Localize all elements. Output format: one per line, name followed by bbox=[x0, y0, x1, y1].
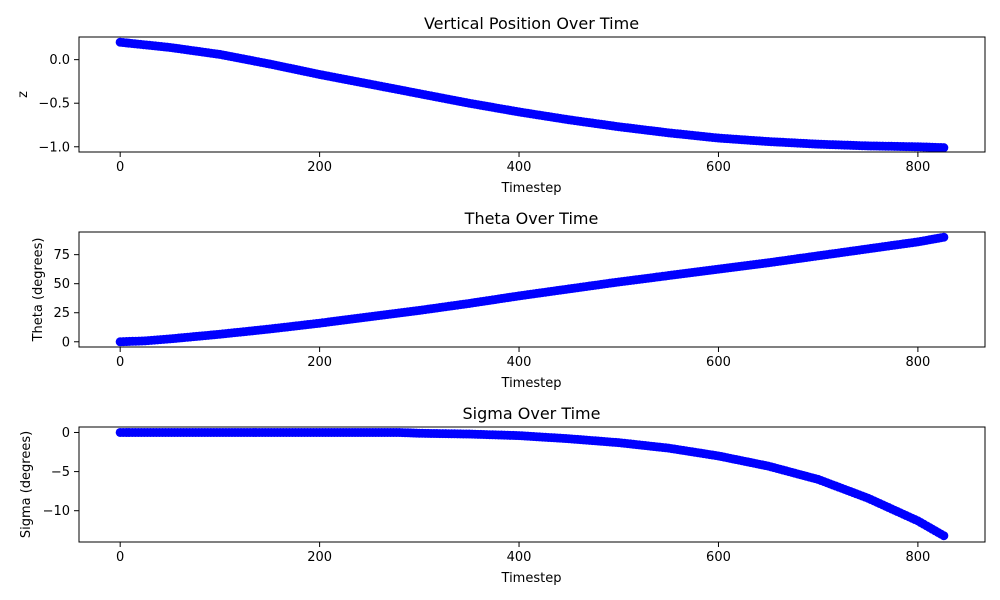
x-tick-label: 600 bbox=[706, 160, 731, 175]
y-tick-label: −1.0 bbox=[38, 140, 70, 155]
axes-frame bbox=[78, 36, 986, 153]
data-point bbox=[939, 232, 949, 242]
subplot-sigma: Sigma Over Time Timestep Sigma (degrees)… bbox=[19, 404, 986, 586]
data-point bbox=[939, 531, 949, 541]
x-axis-label: Timestep bbox=[501, 376, 562, 391]
y-tick-label: 50 bbox=[53, 277, 70, 292]
plot-area: 0 200 400 600 800 0 25 50 75 bbox=[53, 231, 986, 370]
y-axis-label: Theta (degrees) bbox=[31, 238, 46, 343]
chart-title: Sigma Over Time bbox=[463, 404, 601, 423]
x-tick-label: 0 bbox=[116, 550, 124, 565]
chart-title: Theta Over Time bbox=[464, 209, 599, 228]
y-tick-label: 25 bbox=[53, 306, 70, 321]
x-tick-label: 600 bbox=[706, 355, 731, 370]
x-axis-label: Timestep bbox=[501, 571, 562, 586]
y-tick-label: 0 bbox=[62, 335, 70, 350]
y-tick-label: −10 bbox=[43, 504, 70, 519]
x-tick-label: 800 bbox=[905, 550, 930, 565]
chart-title: Vertical Position Over Time bbox=[424, 14, 639, 33]
axes-frame bbox=[78, 231, 986, 348]
y-axis-label: z bbox=[16, 91, 31, 98]
x-tick-label: 200 bbox=[307, 355, 332, 370]
data-series bbox=[115, 427, 949, 541]
x-tick-label: 200 bbox=[307, 550, 332, 565]
data-series bbox=[115, 232, 949, 347]
x-tick-label: 0 bbox=[116, 355, 124, 370]
data-point bbox=[939, 143, 949, 153]
x-axis-label: Timestep bbox=[501, 181, 562, 196]
y-tick-label: −5 bbox=[51, 465, 70, 480]
y-tick-label: −0.5 bbox=[38, 97, 70, 112]
x-tick-label: 200 bbox=[307, 160, 332, 175]
subplot-vertical-position: Vertical Position Over Time Timestep z 0… bbox=[16, 14, 986, 196]
axes-frame bbox=[78, 426, 986, 543]
y-tick-label: 0.0 bbox=[49, 53, 70, 68]
subplot-theta: Theta Over Time Timestep Theta (degrees)… bbox=[31, 209, 986, 391]
x-tick-label: 600 bbox=[706, 550, 731, 565]
plot-area: 0 200 400 600 800 0.0 −0.5 −1.0 bbox=[38, 36, 986, 175]
x-tick-label: 400 bbox=[507, 160, 532, 175]
x-tick-label: 800 bbox=[905, 355, 930, 370]
plot-area: 0 200 400 600 800 0 −5 −10 bbox=[43, 426, 986, 565]
data-series bbox=[115, 37, 949, 153]
y-tick-label: 75 bbox=[53, 248, 70, 263]
y-axis-label: Sigma (degrees) bbox=[19, 431, 34, 538]
y-tick-label: 0 bbox=[62, 426, 70, 441]
x-tick-label: 400 bbox=[507, 355, 532, 370]
x-tick-label: 0 bbox=[116, 160, 124, 175]
x-tick-label: 800 bbox=[905, 160, 930, 175]
x-tick-label: 400 bbox=[507, 550, 532, 565]
